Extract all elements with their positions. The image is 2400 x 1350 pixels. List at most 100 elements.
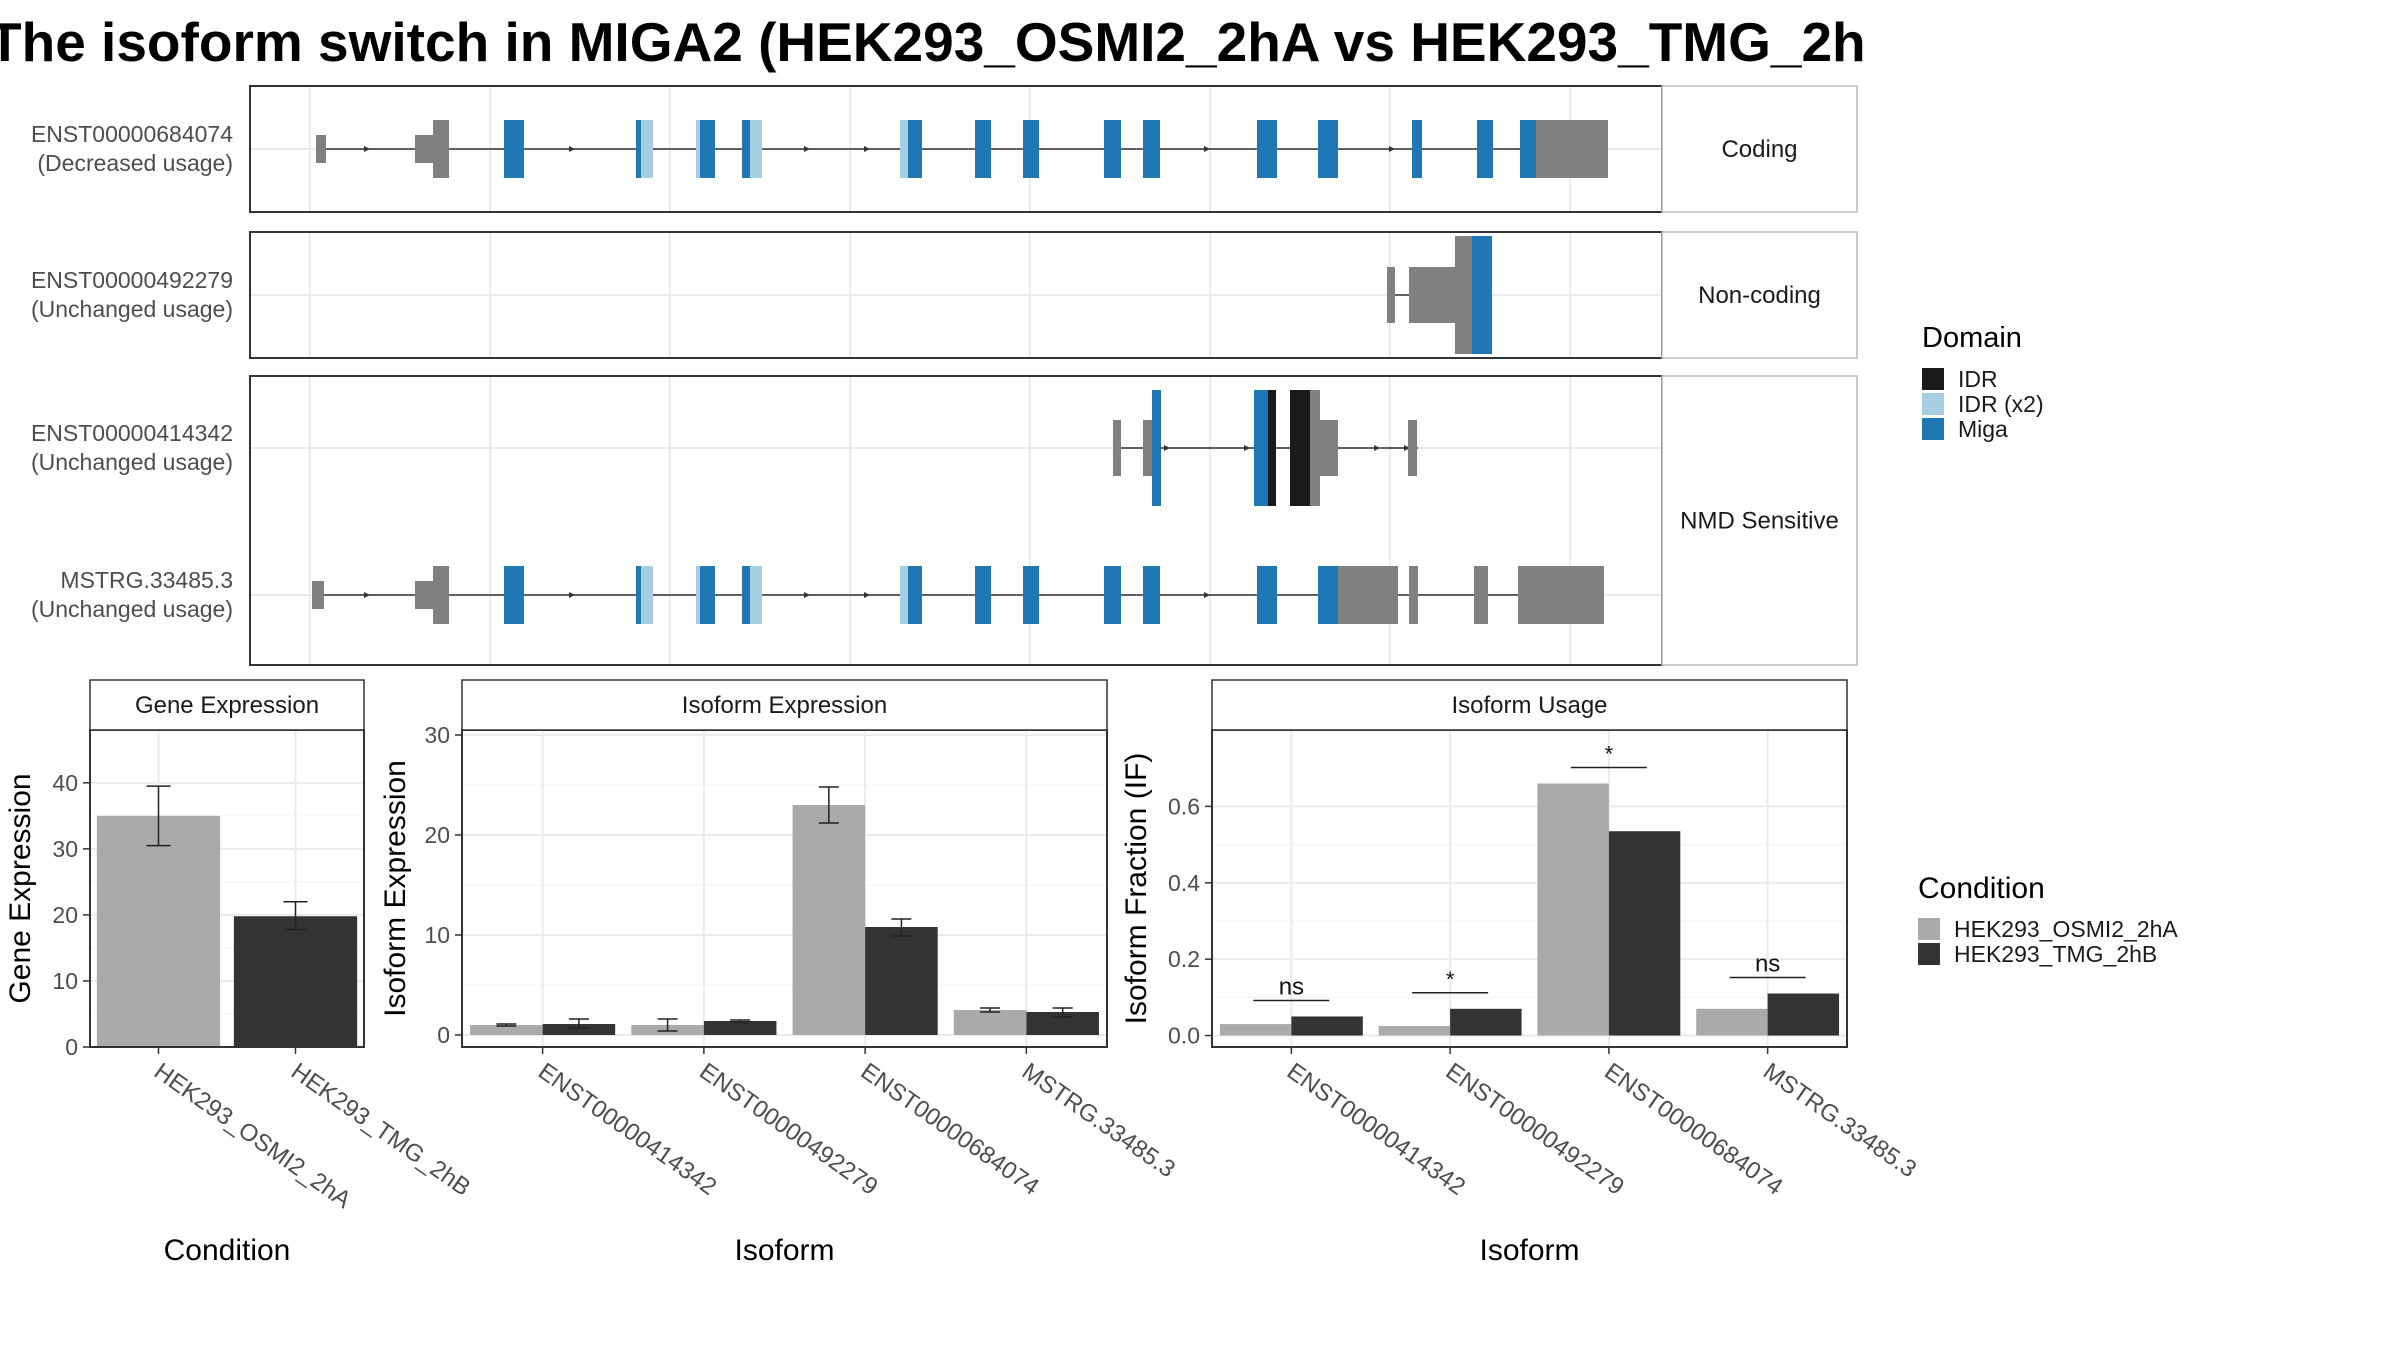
direction-arrow [1404, 445, 1410, 451]
bar-HEK293_TMG_2hB-ENST00000684074 [1608, 831, 1681, 1036]
miga-domain-block [1412, 120, 1422, 178]
significance-label: * [1605, 741, 1614, 766]
transcript-id-label: ENST00000492279 [31, 267, 233, 293]
significance-label: * [1446, 967, 1455, 992]
idr-x2-domain-block [641, 566, 653, 624]
panel-strip [1211, 679, 1848, 731]
miga-domain-block [1520, 120, 1536, 178]
exon-block [1387, 267, 1395, 323]
condition-legend-title: Condition [1918, 872, 2045, 905]
exon-block [1409, 267, 1457, 323]
x-tick-label: ENST00000684074 [856, 1058, 1044, 1201]
bar-HEK293_OSMI2_2hA [96, 815, 221, 1047]
miga-domain-block [504, 566, 524, 624]
miga-domain-block [1023, 120, 1039, 178]
direction-arrow [1244, 445, 1250, 451]
idr-x2-domain-block [900, 120, 908, 178]
x-tick-label: MSTRG.33485.3 [1017, 1058, 1180, 1183]
miga-domain-block [1023, 566, 1039, 624]
domain-legend-label: IDR (x2) [1958, 391, 2044, 417]
bar-HEK293_TMG_2hB-MSTRG.33485.3 [1767, 993, 1840, 1036]
domain-legend-label: Miga [1958, 416, 2008, 442]
panel-strip [461, 679, 1108, 731]
facet-label-1: Non-coding [1698, 282, 1821, 309]
miga-domain-block [908, 120, 922, 178]
direction-arrow [569, 146, 575, 152]
bar-HEK293_OSMI2_2hA-MSTRG.33485.3 [953, 1010, 1027, 1035]
miga-domain-block [975, 566, 991, 624]
utr-block [415, 581, 435, 609]
significance-label: ns [1755, 951, 1780, 978]
y-tick-label: 20 [52, 902, 78, 928]
direction-arrow [864, 592, 870, 598]
direction-arrow [804, 592, 810, 598]
facet-strip [1661, 375, 1858, 666]
facet-strip [1661, 231, 1858, 359]
idr-x2-domain-block [696, 120, 700, 178]
y-tick-label: 10 [424, 922, 450, 948]
x-axis-title: Isoform [734, 1234, 834, 1267]
miga-domain-block [1143, 566, 1160, 624]
miga-domain-block [1257, 566, 1277, 624]
utr-block [1113, 420, 1121, 476]
idr-domain-block [1290, 390, 1310, 506]
utr-block [1409, 566, 1418, 624]
bar-HEK293_TMG_2hB-MSTRG.33485.3 [1026, 1012, 1099, 1035]
direction-arrow [1164, 445, 1170, 451]
utr-block [1408, 420, 1417, 476]
miga-domain-block [1472, 236, 1492, 354]
transcript-id-label: ENST00000684074 [31, 121, 233, 147]
y-tick-label: 10 [52, 968, 78, 994]
direction-arrow [569, 592, 575, 598]
miga-domain-block [1143, 120, 1160, 178]
idr-x2-domain-block [641, 120, 653, 178]
y-tick-label: 0.2 [1168, 946, 1200, 972]
facet-label-2: NMD Sensitive [1680, 508, 1839, 535]
bar-HEK293_OSMI2_2hA-MSTRG.33485.3 [1696, 1008, 1768, 1036]
utr-block [1550, 120, 1608, 178]
miga-domain-block [1254, 390, 1268, 506]
y-tick-label: 0.4 [1168, 870, 1200, 896]
panel-title: Isoform Expression [682, 692, 887, 719]
y-axis-title: Gene Expression [4, 773, 37, 1003]
bar-panel-bg [462, 730, 1107, 1047]
cds-block [433, 120, 449, 178]
bar-HEK293_TMG_2hB [233, 916, 358, 1047]
domain-legend-label: IDR [1958, 366, 1998, 392]
idr-x2-domain-block [900, 566, 908, 624]
x-tick-label: ENST00000492279 [694, 1058, 882, 1201]
bar-HEK293_TMG_2hB-ENST00000492279 [1450, 1008, 1522, 1036]
y-tick-label: 0 [437, 1022, 450, 1048]
miga-domain-block [742, 120, 750, 178]
x-axis-title: Condition [164, 1234, 291, 1267]
domain-legend-key [1922, 418, 1944, 440]
transcript-id-label: ENST00000414342 [31, 420, 233, 446]
miga-domain-block [1477, 120, 1493, 178]
transcript-usage-label: (Decreased usage) [37, 150, 233, 176]
miga-domain-block [1318, 566, 1338, 624]
bar-HEK293_TMG_2hB-ENST00000684074 [865, 927, 938, 1035]
bar-panel-bg [1212, 730, 1847, 1047]
utr-block [1356, 566, 1398, 624]
direction-arrow [1204, 592, 1210, 598]
x-tick-label: ENST00000414342 [533, 1058, 721, 1201]
utr-block [316, 135, 326, 163]
miga-domain-block [1318, 120, 1338, 178]
direction-arrow [1204, 146, 1210, 152]
miga-domain-block [908, 566, 922, 624]
significance-label: ns [1279, 973, 1304, 1000]
structure-panel-bg [250, 376, 1662, 665]
y-tick-label: 0 [65, 1034, 78, 1060]
utr-block [1320, 420, 1338, 476]
idr-x2-domain-block [696, 566, 700, 624]
utr-block [1474, 566, 1488, 624]
y-axis-title: Isoform Expression [379, 760, 412, 1017]
miga-domain-block [1257, 120, 1277, 178]
bar-HEK293_OSMI2_2hA-ENST00000684074 [792, 805, 866, 1035]
transcript-usage-label: (Unchanged usage) [31, 449, 233, 475]
cds-block [1310, 390, 1320, 506]
x-axis-title: Isoform [1479, 1234, 1579, 1267]
y-tick-label: 30 [424, 722, 450, 748]
direction-arrow [364, 592, 370, 598]
